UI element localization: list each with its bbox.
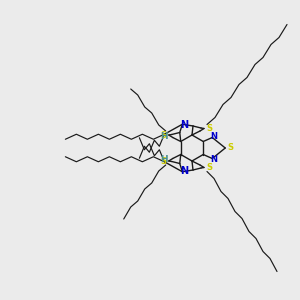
Text: N: N — [180, 166, 188, 176]
Text: N: N — [210, 155, 217, 164]
Text: N: N — [210, 132, 217, 141]
Text: S: S — [161, 130, 167, 140]
Text: N: N — [180, 120, 188, 130]
Text: S: S — [206, 124, 212, 133]
Text: H: H — [160, 155, 168, 164]
Text: S: S — [227, 143, 233, 152]
Text: S: S — [206, 163, 212, 172]
Text: S: S — [161, 157, 167, 166]
Text: H: H — [160, 132, 168, 141]
